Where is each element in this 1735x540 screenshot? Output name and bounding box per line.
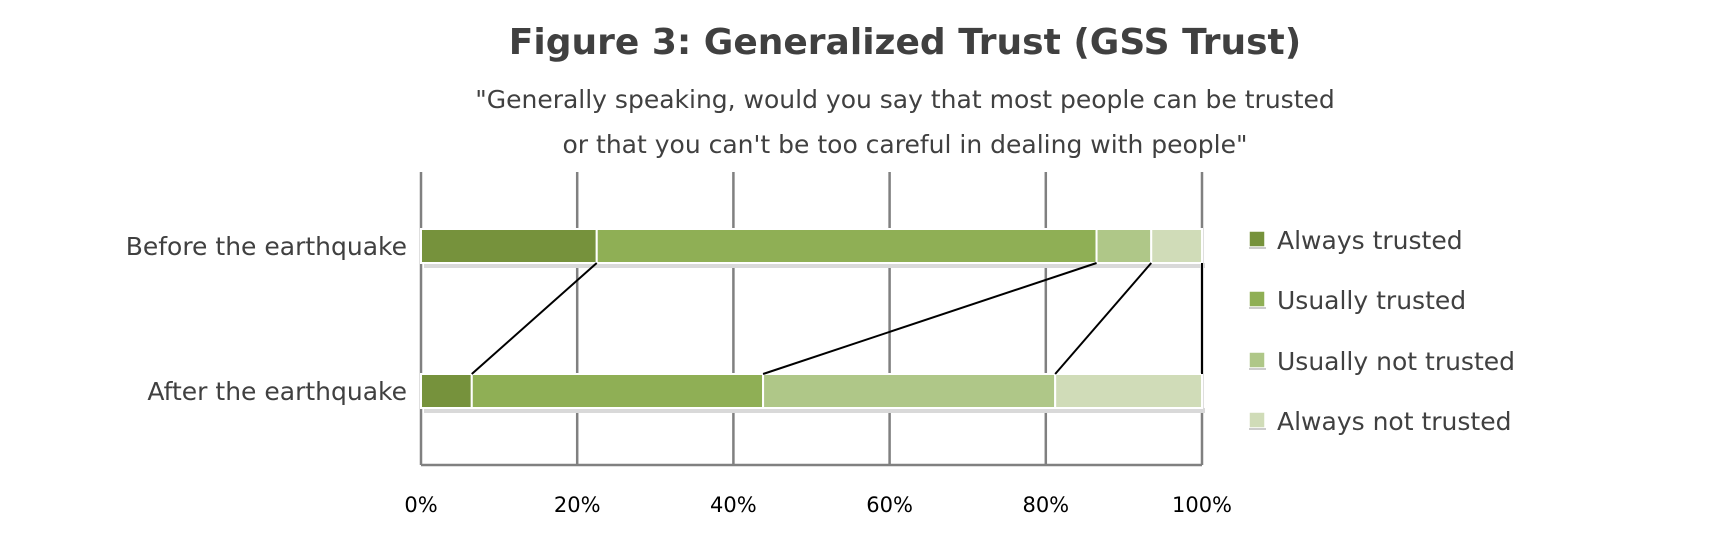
- chart-subtitle-line-2: or that you can't be too careful in deal…: [562, 130, 1248, 159]
- legend-swatch: [1248, 230, 1266, 248]
- bar-segment: [470, 373, 765, 409]
- bar-segment: [1095, 228, 1153, 264]
- bar-segment: [420, 228, 598, 264]
- category-label: Before the earthquake: [126, 232, 407, 261]
- bar-segment: [762, 373, 1057, 409]
- category-label: After the earthquake: [147, 377, 407, 406]
- legend-label: Always trusted: [1277, 226, 1463, 255]
- legend-swatch: [1248, 351, 1266, 369]
- bar-segment: [595, 228, 1098, 264]
- bar-segment: [420, 373, 473, 409]
- chart-subtitle-line-1: "Generally speaking, would you say that …: [475, 85, 1335, 114]
- legend-label: Usually not trusted: [1277, 347, 1515, 376]
- series-line: [1054, 262, 1152, 375]
- x-tick-label: 100%: [1172, 493, 1232, 517]
- chart-title: Figure 3: Generalized Trust (GSS Trust): [508, 22, 1302, 63]
- legend-label: Always not trusted: [1277, 407, 1511, 436]
- x-tick-label: 60%: [866, 493, 913, 517]
- legend-swatch: [1248, 290, 1266, 308]
- bar-segment: [1150, 228, 1203, 264]
- legend-label: Usually trusted: [1277, 286, 1466, 315]
- x-tick-label: 20%: [554, 493, 601, 517]
- bar-segment: [1054, 373, 1203, 409]
- x-tick-label: 0%: [404, 493, 437, 517]
- bar-shadow: [424, 263, 1205, 268]
- series-line: [762, 262, 1097, 375]
- x-tick-label: 40%: [710, 493, 757, 517]
- bar-shadow: [424, 408, 1205, 413]
- x-tick-label: 80%: [1022, 493, 1069, 517]
- series-line: [471, 262, 598, 375]
- legend-swatch: [1248, 411, 1266, 429]
